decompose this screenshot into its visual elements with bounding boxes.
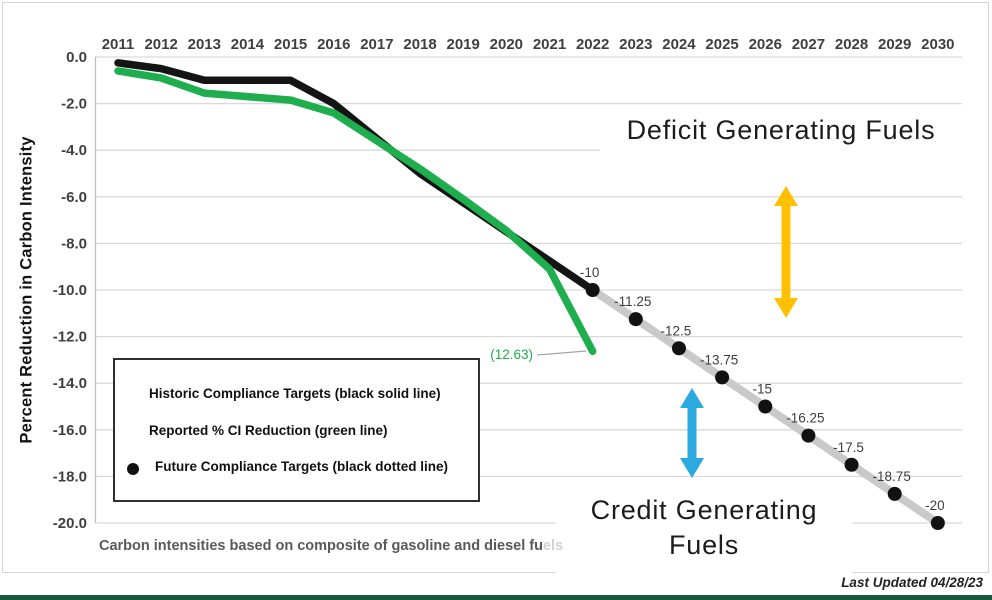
future-target-value-label: -10 — [580, 265, 600, 280]
future-target-value-label: -17.5 — [833, 440, 864, 455]
x-tick-label: 2012 — [144, 36, 177, 53]
future-target-value-label: -16.25 — [786, 411, 824, 426]
footer-note-faded-tail: els — [542, 538, 564, 554]
chart-area-frame — [2, 2, 989, 573]
x-tick-label: 2015 — [274, 36, 307, 53]
future-target-dot — [844, 457, 859, 472]
future-target-dot — [887, 486, 902, 501]
legend-label: Future Compliance Targets (black dotted … — [155, 459, 449, 475]
x-tick-label: 2013 — [188, 36, 221, 53]
y-tick-label: -12.0 — [53, 329, 87, 346]
legend-label: Reported % CI Reduction (green line) — [149, 422, 388, 438]
x-tick-label: 2030 — [921, 36, 954, 53]
y-tick-label: -16.0 — [53, 422, 87, 439]
footer-note: Carbon intensities based on composite of… — [99, 538, 564, 554]
green-end-value-label: (12.63) — [490, 347, 533, 362]
credit-generating-fuels-label: Credit Generating Fuels — [556, 481, 852, 574]
y-tick-label: -6.0 — [61, 189, 87, 206]
future-target-value-label: -20 — [925, 498, 945, 513]
x-tick-label: 2014 — [231, 36, 265, 53]
y-tick-label: -4.0 — [61, 142, 87, 159]
x-tick-label: 2027 — [792, 36, 825, 53]
legend-box: Historic Compliance Targets (black solid… — [113, 358, 480, 502]
legend-item-future-targets: Future Compliance Targets (black dotted … — [117, 459, 476, 475]
x-tick-label: 2011 — [102, 36, 135, 53]
future-target-value-label: -18.75 — [873, 469, 911, 484]
future-target-dot — [628, 312, 643, 327]
y-axis-title: Percent Reduction in Carbon Intensity — [17, 136, 36, 444]
x-tick-label: 2020 — [490, 36, 523, 53]
last-updated-text: Last Updated 04/28/23 — [841, 575, 983, 590]
blue-double-arrow — [680, 388, 704, 478]
x-tick-label: 2017 — [360, 36, 393, 53]
black-dot-marker — [127, 462, 139, 475]
green-label-leader-line — [536, 350, 587, 356]
credit-label-line2: Fuels — [668, 529, 740, 560]
x-tick-label: 2024 — [662, 36, 696, 53]
x-tick-label: 2026 — [749, 36, 782, 53]
future-target-value-label: -15 — [752, 382, 772, 397]
x-tick-label: 2022 — [576, 36, 609, 53]
y-tick-label: -8.0 — [61, 235, 87, 252]
yellow-double-arrow — [774, 186, 798, 318]
future-target-value-label: -11.25 — [614, 294, 651, 309]
credit-label-line1: Credit Generating — [590, 494, 818, 525]
y-tick-label: -20.0 — [53, 515, 87, 532]
y-tick-label: -14.0 — [53, 375, 87, 392]
legend-label: Historic Compliance Targets (black solid… — [149, 385, 441, 401]
x-tick-label: 2028 — [835, 36, 868, 53]
x-tick-label: 2019 — [447, 36, 480, 53]
x-tick-label: 2021 — [533, 36, 566, 53]
future-target-dot — [758, 399, 773, 414]
future-target-value-label: -13.75 — [700, 352, 738, 367]
x-tick-label: 2025 — [705, 36, 738, 53]
deficit-generating-fuels-label: Deficit Generating Fuels — [600, 107, 962, 153]
y-tick-label: -2.0 — [61, 96, 87, 113]
y-tick-label: -10.0 — [53, 282, 87, 299]
future-target-dot — [715, 370, 730, 385]
future-target-dot — [585, 283, 600, 297]
legend-item-reported-ci: Reported % CI Reduction (green line) — [117, 423, 476, 438]
slide-bottom-border — [0, 595, 992, 600]
future-target-value-label: -12.5 — [661, 323, 692, 338]
legend-item-historic-targets: Historic Compliance Targets (black solid… — [117, 386, 476, 401]
future-target-dot — [671, 341, 686, 356]
historic-targets-line — [114, 59, 597, 294]
reported-ci-line — [114, 67, 597, 356]
future-target-dot — [801, 428, 816, 443]
x-tick-label: 2016 — [317, 36, 350, 53]
x-tick-label: 2023 — [619, 36, 652, 53]
future-target-dot — [930, 516, 945, 530]
y-tick-label: 0.0 — [66, 49, 87, 66]
x-tick-label: 2018 — [403, 36, 436, 53]
x-tick-label: 2029 — [878, 36, 911, 53]
y-tick-label: -18.0 — [53, 468, 87, 485]
